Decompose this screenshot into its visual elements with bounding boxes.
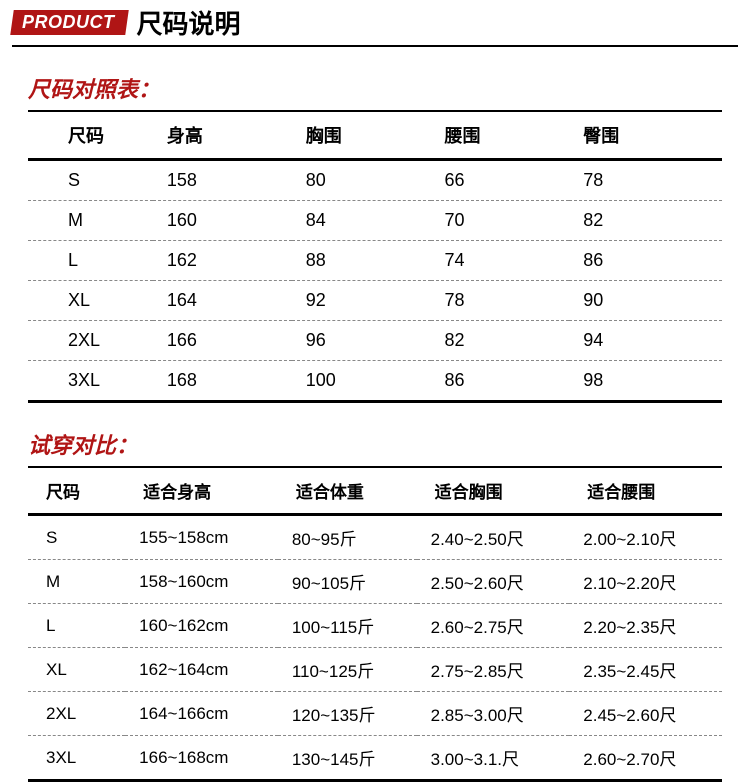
- table-cell: L: [28, 604, 125, 648]
- table-cell: 2.35~2.45尺: [569, 648, 722, 692]
- table-header-row: 尺码 身高 胸围 腰围 臀围: [28, 112, 722, 160]
- table-cell: 82: [569, 201, 722, 241]
- table-cell: 78: [431, 281, 570, 321]
- table-cell: 66: [431, 160, 570, 201]
- table-cell: 2.60~2.75尺: [417, 604, 570, 648]
- table-row: 3XL1681008698: [28, 361, 722, 402]
- table-cell: 80: [292, 160, 431, 201]
- col-fit-weight: 适合体重: [278, 468, 417, 515]
- col-height: 身高: [153, 112, 292, 160]
- table-cell: 2XL: [28, 692, 125, 736]
- table-row: 2XL164~166cm120~135斤2.85~3.00尺2.45~2.60尺: [28, 692, 722, 736]
- table-cell: 164: [153, 281, 292, 321]
- table-cell: 2.00~2.10尺: [569, 515, 722, 560]
- table-row: XL162~164cm110~125斤2.75~2.85尺2.35~2.45尺: [28, 648, 722, 692]
- table-cell: M: [28, 560, 125, 604]
- table-cell: 98: [569, 361, 722, 402]
- product-badge: PRODUCT: [10, 10, 128, 35]
- table-cell: 2.20~2.35尺: [569, 604, 722, 648]
- table-cell: 78: [569, 160, 722, 201]
- size-chart-table: 尺码 身高 胸围 腰围 臀围 S158806678M160847082L1628…: [28, 112, 722, 403]
- col-fit-height: 适合身高: [125, 468, 278, 515]
- table-cell: XL: [28, 281, 153, 321]
- table-cell: S: [28, 515, 125, 560]
- size-chart-title: 尺码对照表：: [28, 72, 722, 112]
- table-cell: S: [28, 160, 153, 201]
- table-cell: 3XL: [28, 361, 153, 402]
- table-row: S155~158cm80~95斤2.40~2.50尺2.00~2.10尺: [28, 515, 722, 560]
- table-cell: 84: [292, 201, 431, 241]
- table-cell: 2.75~2.85尺: [417, 648, 570, 692]
- table-cell: 90~105斤: [278, 560, 417, 604]
- table-cell: 2.40~2.50尺: [417, 515, 570, 560]
- table-cell: 74: [431, 241, 570, 281]
- fit-comparison-title: 试穿对比：: [28, 428, 722, 468]
- table-cell: 130~145斤: [278, 736, 417, 781]
- table-cell: 2.60~2.70尺: [569, 736, 722, 781]
- table-row: XL164927890: [28, 281, 722, 321]
- table-cell: 94: [569, 321, 722, 361]
- table-cell: 88: [292, 241, 431, 281]
- col-fit-waist: 适合腰围: [569, 468, 722, 515]
- table-row: 3XL166~168cm130~145斤3.00~3.1.尺2.60~2.70尺: [28, 736, 722, 781]
- table-row: L160~162cm100~115斤2.60~2.75尺2.20~2.35尺: [28, 604, 722, 648]
- table-cell: 166~168cm: [125, 736, 278, 781]
- table-cell: 162: [153, 241, 292, 281]
- table-cell: 2.45~2.60尺: [569, 692, 722, 736]
- table-cell: 92: [292, 281, 431, 321]
- fit-comparison-table: 尺码 适合身高 适合体重 适合胸围 适合腰围 S155~158cm80~95斤2…: [28, 468, 722, 782]
- table-cell: XL: [28, 648, 125, 692]
- col-bust: 胸围: [292, 112, 431, 160]
- table-cell: 2.10~2.20尺: [569, 560, 722, 604]
- table-cell: 100: [292, 361, 431, 402]
- table-cell: 2.85~3.00尺: [417, 692, 570, 736]
- table-cell: 96: [292, 321, 431, 361]
- table-cell: 3XL: [28, 736, 125, 781]
- page-title: 尺码说明: [137, 4, 241, 41]
- table-row: S158806678: [28, 160, 722, 201]
- col-size: 尺码: [28, 468, 125, 515]
- fit-comparison-section: 试穿对比： 尺码 适合身高 适合体重 适合胸围 适合腰围 S155~158cm8…: [28, 428, 722, 782]
- col-hip: 臀围: [569, 112, 722, 160]
- table-cell: 158: [153, 160, 292, 201]
- table-cell: 160~162cm: [125, 604, 278, 648]
- col-size: 尺码: [28, 112, 153, 160]
- table-cell: M: [28, 201, 153, 241]
- product-badge-text: PRODUCT: [22, 12, 115, 33]
- table-row: L162887486: [28, 241, 722, 281]
- table-cell: 90: [569, 281, 722, 321]
- table-cell: 100~115斤: [278, 604, 417, 648]
- table-row: M160847082: [28, 201, 722, 241]
- table-cell: 82: [431, 321, 570, 361]
- table-cell: 168: [153, 361, 292, 402]
- table-cell: 2.50~2.60尺: [417, 560, 570, 604]
- table-cell: 158~160cm: [125, 560, 278, 604]
- col-fit-bust: 适合胸围: [417, 468, 570, 515]
- table-cell: 120~135斤: [278, 692, 417, 736]
- table-cell: 86: [569, 241, 722, 281]
- table-cell: 160: [153, 201, 292, 241]
- table-cell: 2XL: [28, 321, 153, 361]
- table-cell: 155~158cm: [125, 515, 278, 560]
- table-cell: 86: [431, 361, 570, 402]
- table-row: 2XL166968294: [28, 321, 722, 361]
- table-cell: 70: [431, 201, 570, 241]
- size-chart-section: 尺码对照表： 尺码 身高 胸围 腰围 臀围 S158806678M1608470…: [28, 72, 722, 403]
- table-cell: 162~164cm: [125, 648, 278, 692]
- table-cell: 166: [153, 321, 292, 361]
- table-cell: 164~166cm: [125, 692, 278, 736]
- table-header-row: 尺码 适合身高 适合体重 适合胸围 适合腰围: [28, 468, 722, 515]
- col-waist: 腰围: [431, 112, 570, 160]
- table-row: M158~160cm90~105斤2.50~2.60尺2.10~2.20尺: [28, 560, 722, 604]
- page-header: PRODUCT 尺码说明: [12, 0, 738, 47]
- table-cell: 110~125斤: [278, 648, 417, 692]
- table-cell: L: [28, 241, 153, 281]
- table-cell: 80~95斤: [278, 515, 417, 560]
- table-cell: 3.00~3.1.尺: [417, 736, 570, 781]
